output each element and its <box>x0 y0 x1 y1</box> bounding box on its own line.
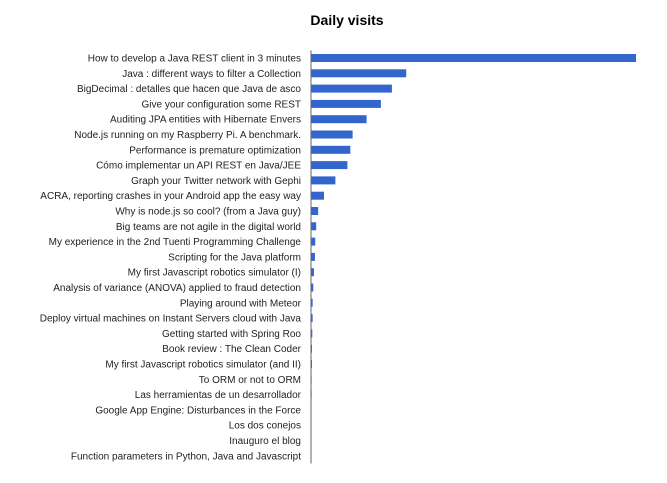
category-label-8: Cómo implementar un API REST en Java/JEE <box>96 161 301 172</box>
category-label-26: Inauguro el blog <box>229 436 301 447</box>
bar-17 <box>311 298 313 307</box>
bar-7 <box>311 145 351 154</box>
bar-12 <box>311 222 317 231</box>
category-label-11: Why is node.js so cool? (from a Java guy… <box>115 207 301 218</box>
category-label-10: ACRA, reporting crashes in your Android … <box>40 191 301 202</box>
bar-13 <box>311 237 316 246</box>
bar-8 <box>311 161 348 170</box>
category-label-24: Google App Engine: Disturbances in the F… <box>95 405 301 416</box>
bar-9 <box>311 176 336 185</box>
category-label-7: Performance is premature optimization <box>129 145 301 156</box>
bar-2 <box>311 69 407 78</box>
category-label-5: Auditing JPA entities with Hibernate Env… <box>110 115 301 126</box>
category-label-14: Scripting for the Java platform <box>168 252 301 263</box>
category-label-21: My first Javascript robotics simulator (… <box>105 360 301 371</box>
category-label-17: Playing around with Meteor <box>180 298 302 309</box>
category-label-15: My first Javascript robotics simulator (… <box>128 268 301 279</box>
bar-11 <box>311 207 319 215</box>
bar-15 <box>311 268 314 277</box>
bar-10 <box>311 191 324 200</box>
category-label-9: Graph your Twitter network with Gephi <box>131 176 301 187</box>
category-label-19: Getting started with Spring Roo <box>162 329 301 340</box>
category-label-22: To ORM or not to ORM <box>199 375 301 386</box>
category-label-27: Function parameters in Python, Java and … <box>71 451 301 462</box>
category-label-2: Java : different ways to filter a Collec… <box>122 69 301 80</box>
category-label-1: How to develop a Java REST client in 3 m… <box>88 54 301 65</box>
category-label-23: Las herramientas de un desarrollador <box>135 390 302 401</box>
bar-14 <box>311 252 315 261</box>
bar-4 <box>311 99 381 108</box>
category-label-25: Los dos conejos <box>229 421 301 432</box>
bars-group <box>311 54 636 460</box>
bar-19 <box>311 329 313 338</box>
bar-5 <box>311 115 367 124</box>
bar-6 <box>311 130 353 139</box>
category-label-3: BigDecimal : detalles que hacen que Java… <box>77 84 301 95</box>
category-label-12: Big teams are not agile in the digital w… <box>116 222 301 233</box>
category-label-6: Node.js running on my Raspberry Pi. A be… <box>74 130 301 141</box>
bar-18 <box>311 314 313 323</box>
category-labels: How to develop a Java REST client in 3 m… <box>40 54 302 463</box>
category-label-4: Give your configuration some REST <box>141 99 301 110</box>
category-label-16: Analysis of variance (ANOVA) applied to … <box>53 283 301 294</box>
bar-16 <box>311 283 314 292</box>
bar-1 <box>311 54 636 62</box>
chart-title: Daily visits <box>310 12 383 28</box>
category-label-13: My experience in the 2nd Tuenti Programm… <box>49 237 302 248</box>
category-label-20: Book review : The Clean Coder <box>162 344 301 355</box>
category-label-18: Deploy virtual machines on Instant Serve… <box>40 314 302 325</box>
bar-3 <box>311 84 392 93</box>
